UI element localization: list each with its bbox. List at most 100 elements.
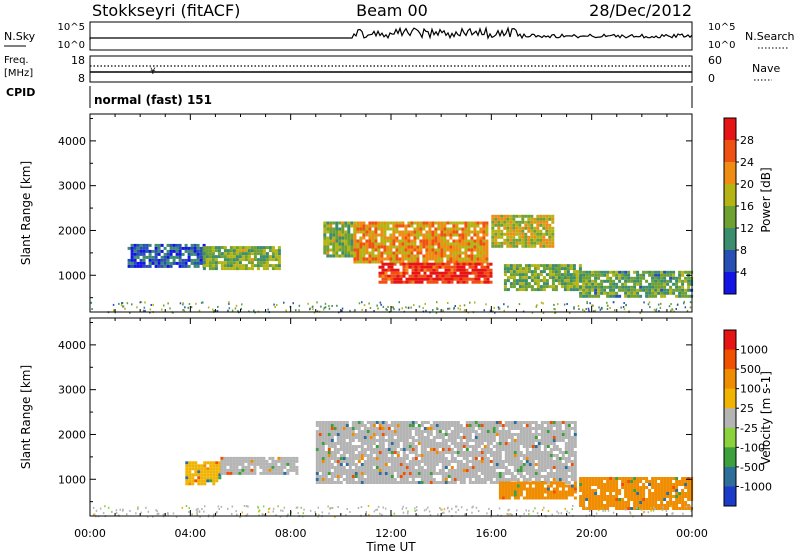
heatmap-speckle bbox=[457, 307, 459, 310]
heatmap-speckle bbox=[440, 508, 442, 511]
heatmap-cell bbox=[548, 270, 552, 274]
heatmap-cell bbox=[423, 475, 427, 478]
heatmap-cell bbox=[498, 466, 502, 469]
heatmap-cell bbox=[356, 248, 360, 252]
heatmap-cell bbox=[555, 445, 559, 448]
heatmap-cell bbox=[660, 480, 664, 483]
heatmap-cell bbox=[654, 285, 658, 289]
heatmap-cell bbox=[232, 456, 236, 460]
heatmap-cell bbox=[597, 282, 601, 286]
heatmap-cell bbox=[458, 251, 462, 255]
heatmap-cell bbox=[369, 469, 373, 472]
heatmap-speckle bbox=[425, 508, 428, 511]
heatmap-cell bbox=[402, 478, 406, 481]
heatmap-cell bbox=[582, 507, 586, 510]
heatmap-cell bbox=[633, 507, 637, 510]
heatmap-cell bbox=[504, 496, 508, 500]
heatmap-cell bbox=[567, 454, 571, 457]
heatmap-cell bbox=[563, 264, 567, 268]
heatmap-cell bbox=[369, 445, 373, 448]
heatmap-cell bbox=[459, 280, 463, 284]
heatmap-cell bbox=[537, 433, 541, 436]
heatmap-cell bbox=[426, 466, 430, 469]
heatmap-cell bbox=[356, 239, 360, 243]
heatmap-cell bbox=[578, 288, 582, 292]
heatmap-cell bbox=[504, 424, 508, 427]
heatmap-cell bbox=[512, 223, 516, 227]
heatmap-cell bbox=[393, 463, 397, 466]
heatmap-cell bbox=[423, 469, 427, 472]
heatmap-cell bbox=[663, 291, 667, 295]
heatmap-cell bbox=[175, 249, 179, 253]
heatmap-cell bbox=[527, 226, 531, 230]
heatmap-speckle bbox=[172, 311, 174, 314]
heatmap-cell bbox=[471, 427, 475, 430]
heatmap-cell bbox=[357, 436, 361, 439]
heatmap-cell bbox=[417, 454, 421, 457]
heatmap-cell bbox=[357, 457, 361, 460]
heatmap-cell bbox=[572, 264, 576, 268]
heatmap-cell bbox=[594, 480, 598, 483]
heatmap-cell bbox=[380, 254, 384, 258]
heatmap-cell bbox=[277, 264, 281, 268]
heatmap-cell bbox=[621, 504, 625, 507]
heatmap-speckle bbox=[599, 308, 602, 311]
heatmap-cell bbox=[235, 255, 239, 259]
heatmap-cell bbox=[323, 221, 327, 225]
heatmap-cell bbox=[567, 493, 571, 497]
heatmap-cell bbox=[247, 465, 251, 469]
heatmap-cell bbox=[321, 439, 325, 442]
heatmap-cell bbox=[657, 504, 661, 507]
heatmap-cell bbox=[615, 501, 619, 504]
heatmap-cell bbox=[390, 439, 394, 442]
heatmap-cell bbox=[277, 252, 281, 256]
heatmap-cell bbox=[566, 282, 570, 286]
heatmap-cell bbox=[506, 232, 510, 236]
heatmap-speckle bbox=[387, 306, 389, 308]
heatmap-cell bbox=[369, 466, 373, 469]
heatmap-cell bbox=[471, 277, 475, 281]
heatmap-cell bbox=[507, 496, 511, 500]
heatmap-cell bbox=[268, 462, 272, 466]
heatmap-cell bbox=[330, 478, 334, 481]
heatmap-cell bbox=[324, 424, 328, 427]
heatmap-speckle bbox=[607, 509, 610, 512]
heatmap-cell bbox=[537, 496, 541, 500]
heatmap-cell bbox=[516, 493, 520, 497]
heatmap-cell bbox=[395, 254, 399, 258]
heatmap-cell bbox=[332, 227, 336, 231]
heatmap-cell bbox=[327, 469, 331, 472]
heatmap-cell bbox=[462, 277, 466, 281]
heatmap-cell bbox=[536, 241, 540, 245]
heatmap-cell bbox=[399, 463, 403, 466]
heatmap-cell bbox=[351, 463, 355, 466]
heatmap-cell bbox=[402, 433, 406, 436]
heatmap-cell bbox=[326, 227, 330, 231]
heatmap-cell bbox=[630, 291, 634, 295]
heatmap-cell bbox=[338, 239, 342, 243]
heatmap-cell bbox=[639, 477, 643, 480]
heatmap-cell bbox=[208, 261, 212, 265]
heatmap-cell bbox=[621, 285, 625, 289]
heatmap-cell bbox=[426, 442, 430, 445]
heatmap-cell bbox=[353, 248, 357, 252]
heatmap-cell bbox=[390, 268, 394, 272]
heatmap-cell bbox=[238, 471, 242, 475]
heatmap-cell bbox=[642, 483, 646, 486]
heatmap-cell bbox=[591, 294, 595, 298]
heatmap-cell bbox=[573, 442, 577, 445]
heatmap-cell bbox=[585, 276, 589, 280]
heatmap-speckle bbox=[368, 513, 370, 516]
heatmap-cell bbox=[465, 277, 469, 281]
heatmap-cell bbox=[585, 270, 589, 274]
heatmap-cell bbox=[449, 248, 453, 252]
heatmap-cell bbox=[666, 291, 670, 295]
heatmap-cell bbox=[552, 496, 556, 500]
heatmap-cell bbox=[528, 481, 532, 485]
heatmap-cell bbox=[387, 274, 391, 278]
heatmap-cell bbox=[570, 445, 574, 448]
heatmap-cell bbox=[318, 445, 322, 448]
heatmap-cell bbox=[479, 251, 483, 255]
heatmap-cell bbox=[633, 282, 637, 286]
